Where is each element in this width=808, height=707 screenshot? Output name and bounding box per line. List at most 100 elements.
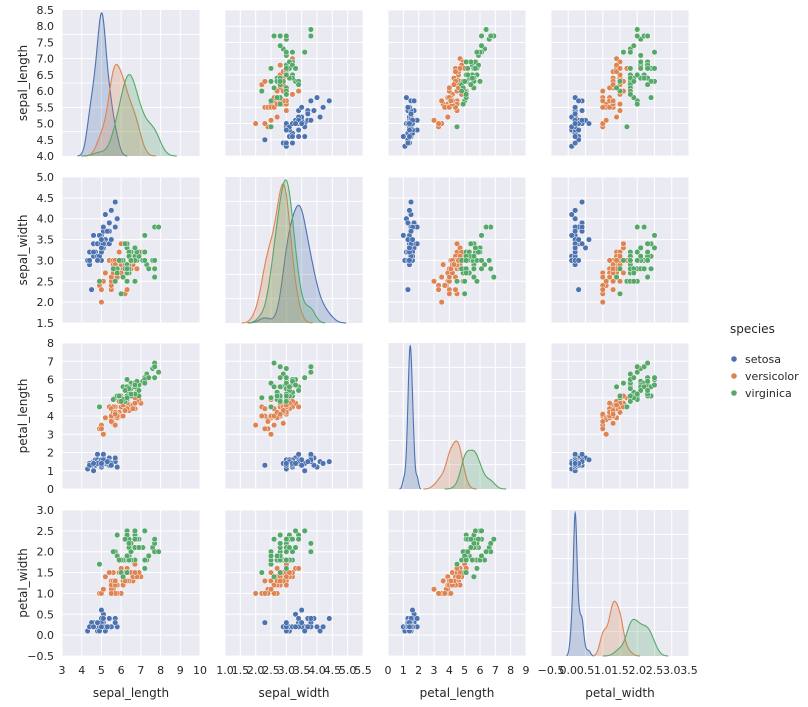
- scatter-point-versicolor: [447, 265, 454, 272]
- scatter-point-versicolor: [616, 107, 624, 114]
- scatter-point-virginica: [637, 52, 644, 59]
- scatter-point-setosa: [404, 286, 411, 293]
- scatter-point-virginica: [467, 240, 474, 247]
- kde-line-versicolor: [592, 600, 641, 657]
- y-tick-label: 2.0: [37, 296, 55, 309]
- scatter-point-setosa: [104, 228, 111, 235]
- scatter-point-virginica: [460, 101, 467, 108]
- scatter-point-virginica: [267, 394, 275, 401]
- scatter-point-versicolor: [129, 405, 137, 412]
- scatter-point-versicolor: [100, 586, 107, 593]
- scatter-point-virginica: [271, 32, 278, 40]
- scatter-point-virginica: [307, 26, 314, 33]
- scatter-point-setosa: [90, 623, 97, 630]
- scatter-point-virginica: [623, 403, 630, 410]
- y-tick-label: 8: [47, 337, 54, 350]
- scatter-point-setosa: [414, 615, 421, 622]
- scatter-point-virginica: [637, 253, 644, 260]
- scatter-point-virginica: [637, 65, 644, 72]
- x-tick-label: 0.0: [560, 664, 578, 677]
- scatter-point-versicolor: [289, 91, 296, 98]
- scatter-point-setosa: [112, 224, 119, 231]
- y-tick-label: 3: [47, 428, 54, 441]
- scatter-point-virginica: [131, 381, 138, 389]
- scatter-point-virginica: [644, 240, 651, 247]
- scatter-point-versicolor: [610, 278, 617, 285]
- scatter-point-setosa: [304, 623, 311, 630]
- scatter-point-setosa: [298, 462, 305, 469]
- scatter-point-versicolor: [277, 577, 284, 584]
- x-tick-label: 3.0: [663, 664, 681, 677]
- scatter-point-virginica: [478, 232, 485, 239]
- scatter-point-virginica: [141, 565, 148, 572]
- scatter-point-virginica: [122, 536, 129, 543]
- panel-sepal_length-vs-sepal_width: [224, 9, 364, 157]
- legend-marker-versicolor: [731, 373, 737, 379]
- scatter-point-virginica: [483, 26, 490, 33]
- scatter-point-virginica: [295, 81, 302, 88]
- scatter-point-versicolor: [446, 290, 453, 297]
- scatter-point-setosa: [261, 619, 268, 626]
- x-tick-label: −0.5: [538, 664, 565, 677]
- scatter-point-virginica: [145, 374, 152, 381]
- scatter-point-setosa: [292, 120, 299, 127]
- y-tick-label: 1: [47, 465, 54, 478]
- scatter-point-setosa: [404, 139, 411, 147]
- scatter-point-versicolor: [606, 274, 613, 281]
- scatter-point-virginica: [469, 75, 476, 82]
- scatter-point-virginica: [283, 65, 290, 72]
- scatter-point-virginica: [116, 557, 123, 564]
- scatter-point-versicolor: [100, 431, 107, 438]
- panel-sepal_width-vs-petal_length: [387, 176, 527, 324]
- scatter-point-setosa: [400, 232, 407, 239]
- panel-petal_length-vs-sepal_width: [224, 342, 364, 490]
- scatter-point-versicolor: [441, 282, 448, 289]
- scatter-point-virginica: [96, 278, 103, 285]
- y-tick-label: 3.5: [37, 234, 55, 247]
- scatter-point-setosa: [283, 460, 290, 467]
- scatter-point-versicolor: [430, 586, 438, 593]
- panel-petal_width-vs-petal_width: [550, 510, 690, 657]
- x-tick-label: 5.5: [354, 664, 372, 677]
- scatter-point-setosa: [404, 219, 411, 226]
- kde-line-setosa: [247, 204, 347, 324]
- scatter-point-virginica: [637, 244, 644, 251]
- scatter-point-virginica: [651, 244, 658, 251]
- scatter-point-virginica: [627, 49, 634, 56]
- scatter-point-virginica: [277, 374, 284, 381]
- scatter-point-setosa: [585, 120, 593, 127]
- scatter-point-virginica: [644, 378, 651, 385]
- kde-line-versicolor: [423, 440, 477, 490]
- y-tick-label: 8.0: [37, 20, 55, 33]
- scatter-point-setosa: [572, 139, 579, 147]
- x-axis-label-petal_width: petal_width: [585, 686, 654, 700]
- scatter-point-setosa: [572, 207, 579, 214]
- scatter-point-virginica: [283, 32, 290, 40]
- scatter-point-virginica: [96, 561, 103, 568]
- scatter-point-virginica: [490, 274, 497, 281]
- panel-sepal_length-vs-petal_width: [550, 9, 690, 157]
- scatter-point-setosa: [289, 139, 296, 147]
- scatter-point-setosa: [575, 97, 582, 104]
- scatter-point-setosa: [411, 97, 418, 104]
- kde-fill-versicolor: [84, 64, 156, 156]
- scatter-point-virginica: [627, 392, 634, 399]
- scatter-point-virginica: [651, 232, 658, 239]
- scatter-point-virginica: [135, 544, 142, 551]
- scatter-point-virginica: [463, 569, 470, 576]
- scatter-point-setosa: [585, 236, 593, 243]
- panel-petal_length-vs-petal_length: [387, 343, 527, 490]
- y-tick-label: 0: [47, 483, 54, 496]
- scatter-point-virginica: [307, 32, 314, 40]
- scatter-point-versicolor: [610, 265, 617, 272]
- scatter-point-versicolor: [616, 253, 624, 260]
- scatter-point-setosa: [114, 464, 121, 471]
- scatter-point-versicolor: [447, 97, 454, 104]
- scatter-point-virginica: [267, 78, 275, 85]
- scatter-point-setosa: [579, 240, 586, 247]
- scatter-point-versicolor: [599, 88, 606, 95]
- scatter-point-versicolor: [435, 590, 442, 597]
- scatter-point-setosa: [326, 458, 333, 465]
- scatter-point-virginica: [453, 561, 461, 568]
- scatter-point-virginica: [478, 42, 485, 49]
